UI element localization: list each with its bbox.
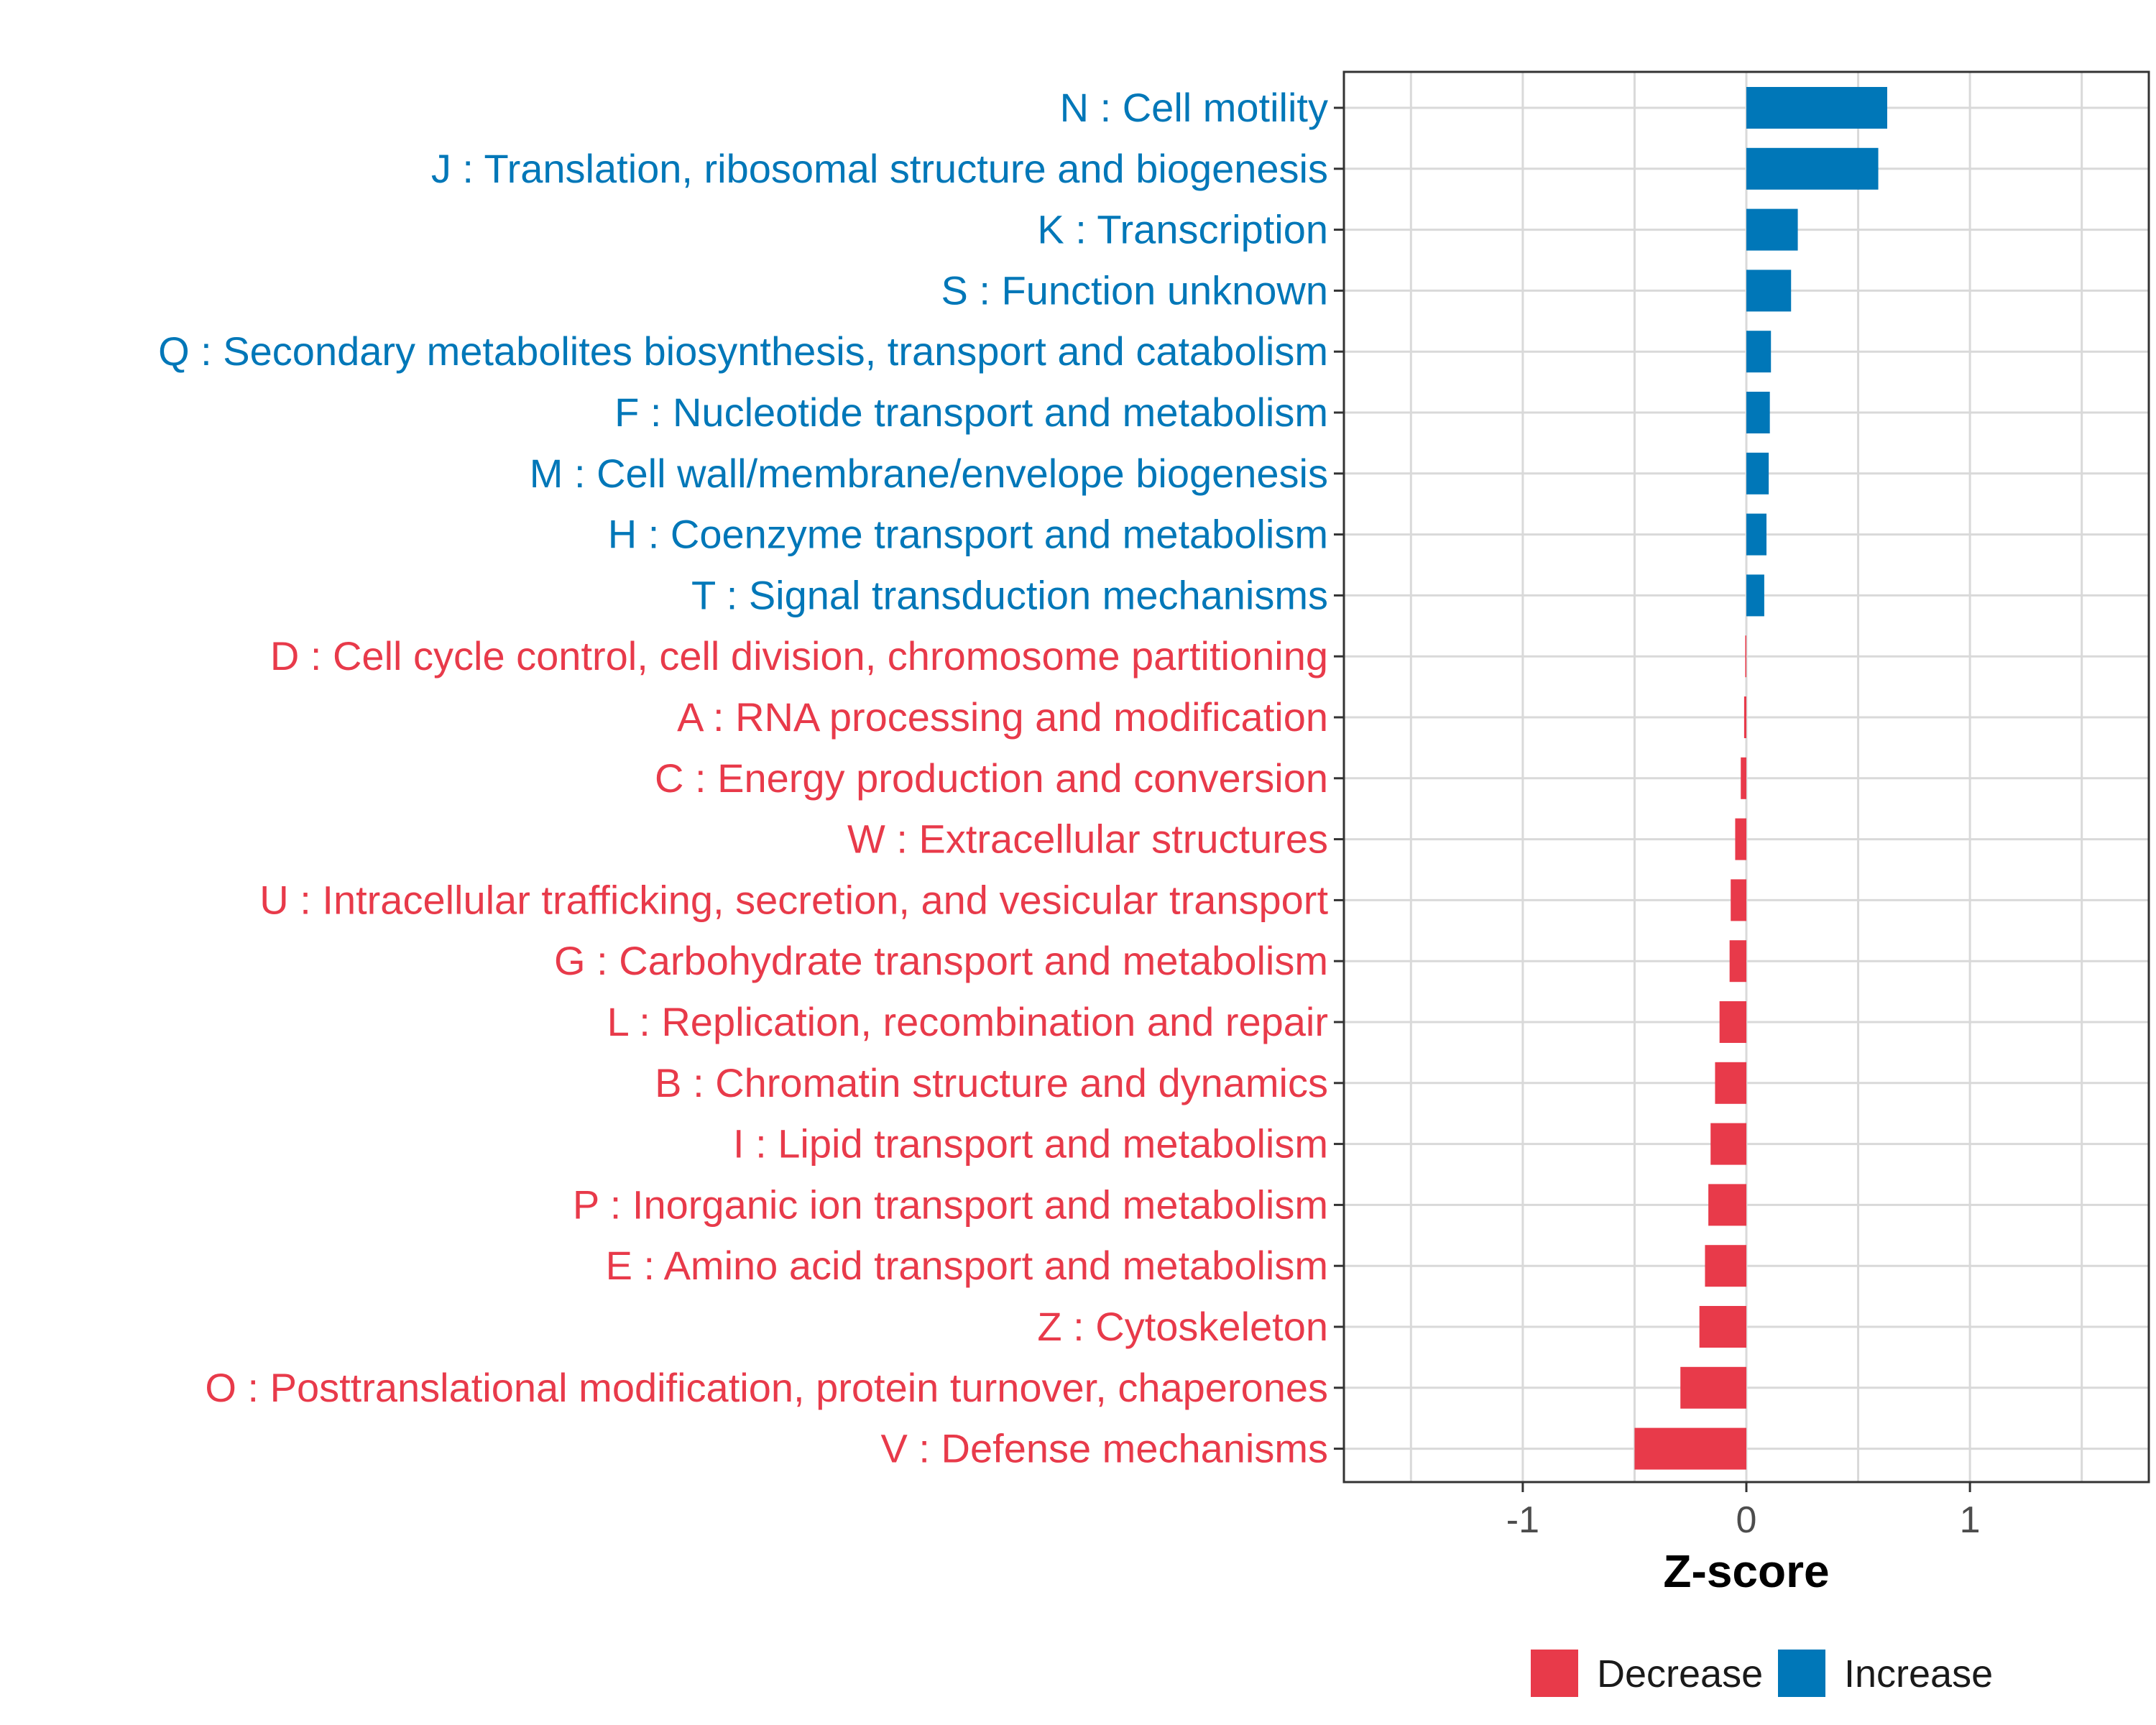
y-axis-ticks [1334,106,1344,1450]
bar-layer [1634,87,1887,1470]
category-label: C : Energy production and conversion [655,755,1328,801]
category-label: U : Intracellular trafficking, secretion… [259,877,1328,922]
bar-l [1719,1001,1746,1043]
bar-b [1715,1062,1746,1104]
category-label: N : Cell motility [1060,85,1328,130]
bar-k [1746,208,1798,251]
category-label: E : Amino acid transport and metabolism [606,1243,1328,1288]
bar-u [1731,879,1746,921]
category-label: S : Function unknown [941,267,1328,313]
bar-c [1741,757,1746,799]
category-label: A : RNA processing and modification [677,694,1328,740]
category-label: B : Chromatin structure and dynamics [655,1060,1328,1105]
category-label: G : Carbohydrate transport and metabolis… [554,938,1328,983]
bar-f [1746,392,1770,433]
x-axis-title: Z-score [1663,1545,1829,1597]
bar-a [1743,696,1746,738]
category-label: Z : Cytoskeleton [1037,1304,1328,1349]
category-label: I : Lipid transport and metabolism [733,1121,1328,1167]
bar-q [1746,331,1772,373]
category-label: H : Coenzyme transport and metabolism [608,512,1328,557]
bar-g [1729,940,1746,983]
category-label: J : Translation, ribosomal structure and… [431,146,1328,191]
bar-m [1746,452,1769,494]
x-axis-ticks: -1 0 1 [1506,1482,1981,1541]
x-tick-label: 0 [1736,1499,1757,1541]
category-label: P : Inorganic ion transport and metaboli… [573,1182,1328,1227]
bar-z [1699,1306,1746,1348]
bar-j [1746,147,1879,190]
category-label: F : Nucleotide transport and metabolism [614,390,1328,435]
bar-e [1705,1245,1746,1287]
category-label: K : Transcription [1037,207,1328,252]
category-label: O : Posttranslational modification, prot… [205,1365,1328,1410]
category-label: D : Cell cycle control, cell division, c… [270,633,1328,678]
bar-i [1710,1123,1746,1165]
bar-o [1680,1366,1746,1409]
legend-key-decrease [1531,1650,1578,1697]
x-tick-label: 1 [1960,1499,1981,1541]
legend-key-increase [1778,1650,1825,1697]
y-axis-category-labels: N : Cell motility J : Translation, riboso… [158,85,1328,1471]
bar-n [1746,87,1887,129]
category-label: V : Defense mechanisms [881,1426,1328,1471]
legend: Decrease Increase [1531,1650,1993,1697]
bar-d [1745,635,1746,678]
bar-h [1746,513,1766,556]
bar-w [1735,818,1746,860]
category-label: W : Extracellular structures [847,816,1328,862]
bar-s [1746,270,1792,312]
category-label: T : Signal transduction mechanisms [691,572,1328,617]
category-label: M : Cell wall/membrane/envelope biogenes… [530,451,1328,496]
bar-t [1746,574,1764,617]
x-tick-label: -1 [1506,1499,1539,1541]
bar-v [1634,1427,1746,1470]
category-label: Q : Secondary metabolites biosynthesis, … [158,328,1328,374]
bar-p [1708,1184,1746,1226]
legend-label-increase: Increase [1844,1652,1993,1696]
legend-label-decrease: Decrease [1597,1652,1763,1696]
category-label: L : Replication, recombination and repai… [607,999,1328,1044]
